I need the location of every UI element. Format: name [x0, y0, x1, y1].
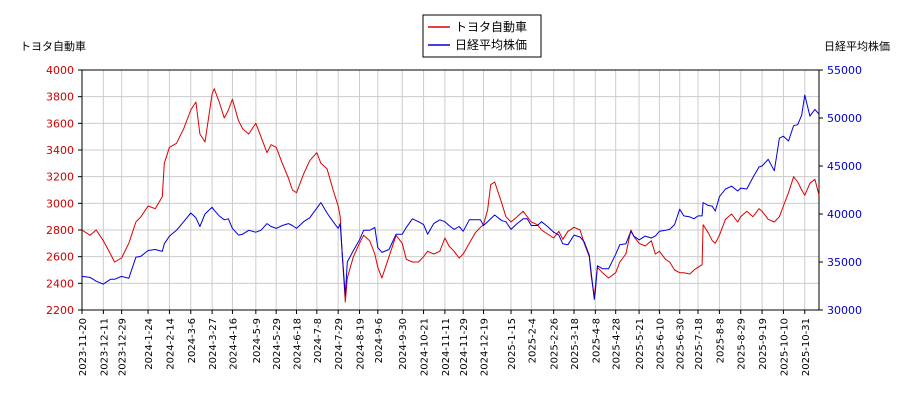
- x-tick-label: 2025-3-18: [570, 318, 581, 370]
- x-tick-label: 2024-4-16: [228, 318, 239, 370]
- legend-label-nikkei: 日経平均株価: [455, 37, 527, 52]
- x-tick-label: 2024-6-18: [292, 318, 303, 370]
- right-tick-label: 40000: [827, 208, 862, 221]
- right-axis-ticks: 30000 35000 40000 45000 50000 55000: [819, 64, 862, 317]
- x-tick-label: 2023-12-29: [118, 318, 129, 376]
- left-tick-label: 3400: [46, 144, 74, 157]
- x-tick-label: 2025-2-4: [527, 318, 538, 363]
- x-tick-label: 2025-10-31: [801, 318, 812, 376]
- x-tick-label: 2024-10-21: [420, 318, 431, 376]
- left-tick-label: 3800: [46, 91, 74, 104]
- x-tick-label: 2024-3-6: [187, 318, 198, 363]
- x-tick-label: 2024-12-19: [480, 318, 491, 376]
- left-tick-label: 2800: [46, 224, 74, 237]
- x-axis-ticks: 2023-11-20 2023-12-11 2023-12-29 2024-1-24 2…: [78, 310, 812, 376]
- legend-label-toyota: トヨタ自動車: [455, 20, 527, 34]
- left-tick-label: 2400: [46, 277, 74, 290]
- series-line-toyota: [81, 88, 820, 303]
- left-tick-label: 3600: [46, 117, 74, 130]
- left-tick-label: 3000: [46, 197, 74, 210]
- x-tick-label: 2024-5-29: [272, 318, 283, 370]
- x-tick-label: 2024-2-14: [165, 318, 176, 370]
- x-tick-label: 2025-6-30: [676, 318, 687, 370]
- right-tick-label: 35000: [827, 256, 862, 269]
- x-tick-label: 2023-11-20: [78, 318, 89, 376]
- plot-frame: [81, 69, 820, 311]
- x-tick-label: 2025-10-10: [779, 318, 790, 376]
- legend: トヨタ自動車 日経平均株価: [422, 14, 542, 58]
- x-tick-label: 2025-5-21: [635, 318, 646, 370]
- right-tick-label: 55000: [827, 64, 862, 77]
- x-tick-label: 2024-5-9: [252, 318, 263, 363]
- left-tick-label: 3200: [46, 171, 74, 184]
- left-axis-ticks: 2200 2400 2600 2800 3000 3200 3400 3600 3800 4000: [46, 64, 82, 317]
- right-tick-label: 30000: [827, 304, 862, 317]
- x-tick-label: 2024-1-24: [144, 318, 155, 370]
- left-tick-label: 2200: [46, 304, 74, 317]
- x-tick-label: 2024-8-19: [356, 318, 367, 370]
- x-tick-label: 2025-4-28: [612, 318, 623, 370]
- x-tick-label: 2025-1-15: [507, 318, 518, 370]
- series-line-nikkei: [81, 94, 820, 300]
- x-tick-label: 2024-11-29: [459, 318, 470, 376]
- x-tick-label: 2024-7-29: [334, 318, 345, 370]
- x-tick-label: 2025-8-29: [737, 318, 748, 370]
- left-tick-label: 2600: [46, 251, 74, 264]
- x-tick-label: 2025-6-10: [655, 318, 666, 370]
- x-tick-label: 2024-9-6: [374, 318, 385, 363]
- x-tick-label: 2023-12-11: [99, 318, 110, 376]
- legend-box: [422, 14, 542, 58]
- x-tick-label: 2024-7-8: [313, 318, 324, 363]
- series-lines: [81, 88, 820, 303]
- x-tick-label: 2024-9-30: [398, 318, 409, 370]
- left-axis-title: トヨタ自動車: [20, 39, 86, 53]
- right-axis-title: 日経平均株価: [824, 39, 890, 53]
- x-tick-label: 2025-7-18: [694, 318, 705, 370]
- right-tick-label: 50000: [827, 112, 862, 125]
- right-tick-label: 45000: [827, 160, 862, 173]
- left-tick-label: 4000: [46, 64, 74, 77]
- x-tick-label: 2025-9-19: [758, 318, 769, 370]
- x-tick-label: 2025-2-26: [550, 318, 561, 370]
- x-tick-label: 2025-8-8: [715, 318, 726, 363]
- x-tick-label: 2024-11-11: [441, 318, 452, 376]
- x-tick-label: 2025-4-8: [591, 318, 602, 363]
- x-tick-label: 2024-3-27: [208, 318, 219, 370]
